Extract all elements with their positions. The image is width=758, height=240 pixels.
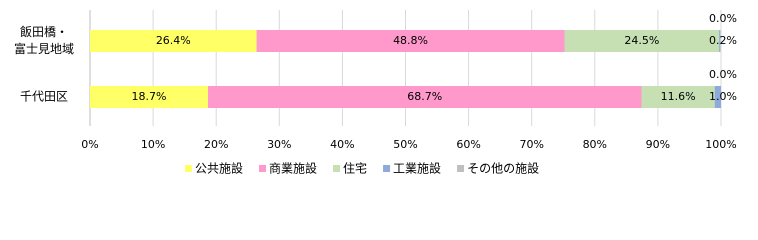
legend-swatch — [383, 165, 391, 172]
data-label: 0.2% — [709, 34, 737, 47]
data-label: 48.8% — [393, 34, 428, 47]
data-label: 18.7% — [132, 90, 167, 103]
x-tick-label: 40% — [330, 138, 354, 151]
bar-segment — [714, 86, 721, 108]
chart: 0% 10% 20% 30% 40% 50% 60% 70% 80% 90% 100% 飯田橋・富士見… — [14, 10, 737, 176]
y-tick-label: 富士見地域 — [14, 41, 74, 56]
bar-segment — [90, 86, 208, 108]
data-label: 24.5% — [624, 34, 659, 47]
x-tick-label: 50% — [393, 138, 417, 151]
bar-segment — [90, 30, 257, 52]
x-tick-label: 10% — [141, 138, 165, 151]
bar-segment — [256, 30, 565, 52]
x-tick-label: 70% — [519, 138, 543, 151]
legend-label: 商業施設 — [269, 161, 317, 176]
data-label: 0.0% — [709, 68, 737, 81]
legend-label: 公共施設 — [195, 161, 243, 176]
data-label: 11.6% — [661, 90, 696, 103]
x-tick-label: 30% — [267, 138, 291, 151]
legend-label: 工業施設 — [393, 161, 441, 176]
bar-segment — [719, 30, 721, 52]
x-tick-label: 0% — [81, 138, 98, 151]
bar-segment — [564, 30, 720, 52]
bar-segment — [207, 86, 642, 108]
y-tick-label: 飯田橋・ — [20, 24, 68, 39]
x-tick-label: 20% — [204, 138, 228, 151]
data-label: 1.0% — [709, 90, 737, 103]
data-label: 26.4% — [156, 34, 191, 47]
data-label: 68.7% — [407, 90, 442, 103]
legend-swatch — [333, 165, 341, 172]
x-tick-label: 60% — [456, 138, 480, 151]
bar-segment — [641, 86, 715, 108]
y-tick-label: 千代田区 — [20, 90, 68, 104]
data-label: 0.0% — [709, 12, 737, 25]
legend-swatch — [457, 165, 465, 172]
x-tick-label: 100% — [705, 138, 736, 151]
legend-label: 住宅 — [343, 161, 367, 176]
legend-swatch — [185, 165, 192, 172]
legend-label: その他の施設 — [467, 161, 539, 176]
x-tick-label: 80% — [583, 138, 607, 151]
legend-swatch — [259, 165, 267, 172]
x-tick-label: 90% — [646, 138, 670, 151]
